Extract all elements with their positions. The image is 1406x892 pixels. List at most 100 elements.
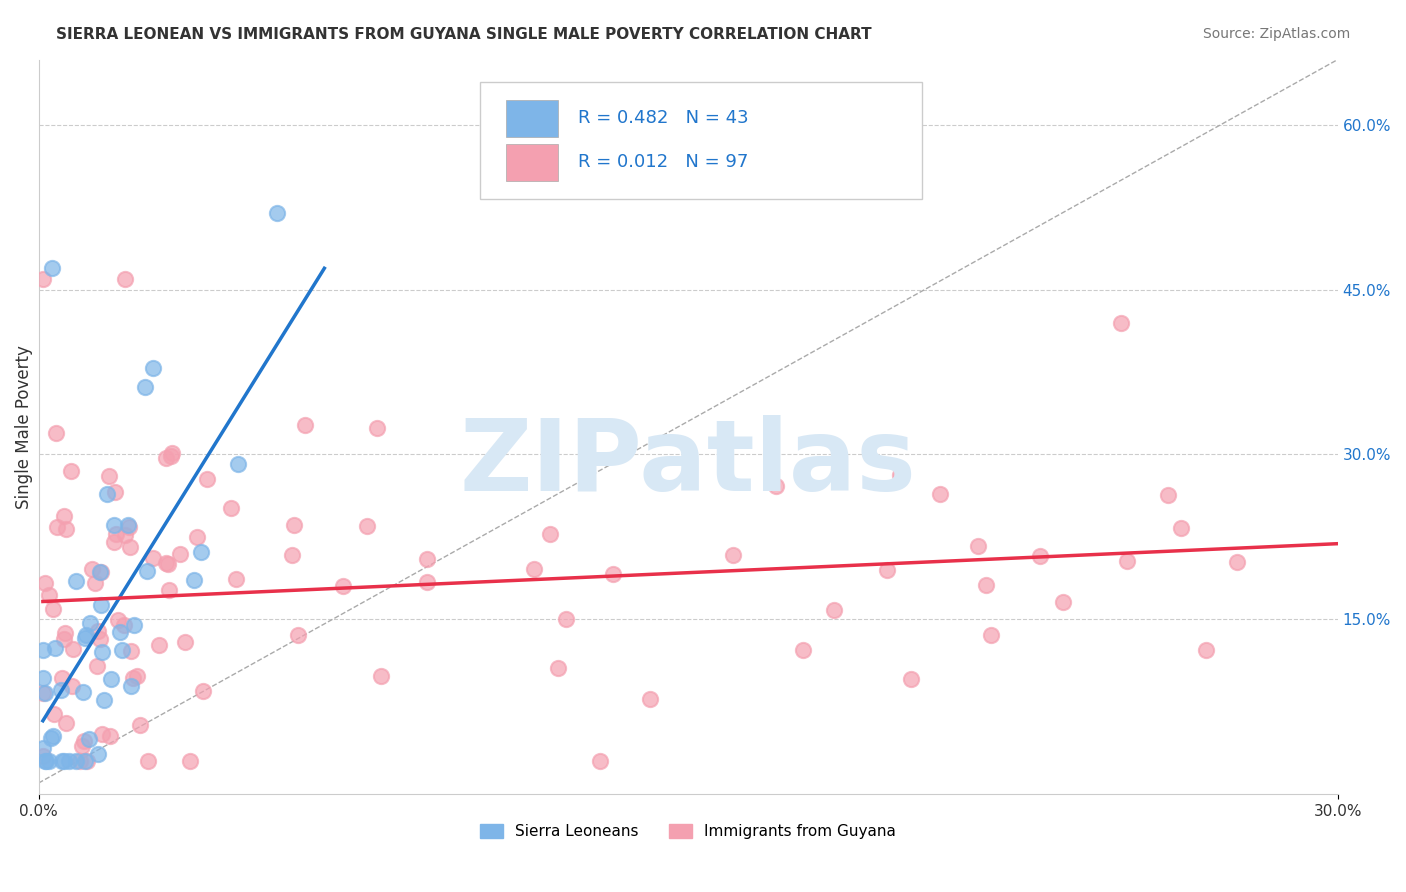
Sierra Leoneans	[79, 616, 101, 631]
Sierra Leoneans	[75, 754, 97, 768]
Immigrants from Guyana	[112, 618, 135, 632]
Immigrants from Guyana	[32, 748, 55, 763]
Sierra Leoneans	[91, 645, 114, 659]
Immigrants from Guyana	[179, 754, 201, 768]
Bar	[506, 144, 558, 181]
Sierra Leoneans	[266, 206, 288, 220]
Sierra Leoneans	[108, 624, 131, 639]
Immigrants from Guyana	[98, 729, 121, 743]
Immigrants from Guyana	[117, 520, 139, 534]
Immigrants from Guyana	[114, 528, 136, 542]
Immigrants from Guyana	[86, 659, 108, 673]
Sierra Leoneans	[72, 685, 94, 699]
Immigrants from Guyana	[53, 509, 76, 524]
Sierra Leoneans	[89, 565, 111, 579]
Immigrants from Guyana	[287, 628, 309, 642]
Immigrants from Guyana	[122, 671, 145, 685]
Immigrants from Guyana	[53, 626, 76, 640]
Immigrants from Guyana	[523, 561, 546, 575]
Immigrants from Guyana	[59, 463, 82, 477]
Immigrants from Guyana	[90, 565, 112, 579]
Immigrants from Guyana	[84, 575, 107, 590]
Immigrants from Guyana	[76, 754, 98, 768]
Immigrants from Guyana	[1052, 594, 1074, 608]
Immigrants from Guyana	[80, 562, 103, 576]
Immigrants from Guyana	[638, 692, 661, 706]
Sierra Leoneans	[32, 643, 55, 657]
Immigrants from Guyana	[980, 628, 1002, 642]
Immigrants from Guyana	[281, 548, 304, 562]
Immigrants from Guyana	[89, 632, 111, 646]
Immigrants from Guyana	[69, 754, 91, 768]
Immigrants from Guyana	[929, 486, 952, 500]
Immigrants from Guyana	[1194, 642, 1216, 657]
Immigrants from Guyana	[370, 669, 392, 683]
Sierra Leoneans	[142, 360, 165, 375]
Immigrants from Guyana	[160, 449, 183, 463]
Immigrants from Guyana	[46, 520, 69, 534]
Immigrants from Guyana	[538, 527, 561, 541]
Immigrants from Guyana	[53, 632, 76, 646]
Sierra Leoneans	[136, 564, 159, 578]
Immigrants from Guyana	[55, 522, 77, 536]
Immigrants from Guyana	[87, 624, 110, 638]
Immigrants from Guyana	[34, 576, 56, 591]
Immigrants from Guyana	[121, 644, 143, 658]
Immigrants from Guyana	[283, 518, 305, 533]
Immigrants from Guyana	[129, 718, 152, 732]
Immigrants from Guyana	[889, 467, 911, 482]
Sierra Leoneans	[44, 640, 66, 655]
Sierra Leoneans	[34, 754, 56, 768]
Sierra Leoneans	[117, 518, 139, 533]
Immigrants from Guyana	[155, 556, 177, 570]
Sierra Leoneans	[75, 628, 97, 642]
Legend: Sierra Leoneans, Immigrants from Guyana: Sierra Leoneans, Immigrants from Guyana	[474, 818, 903, 845]
Immigrants from Guyana	[103, 534, 125, 549]
Immigrants from Guyana	[416, 575, 439, 590]
Immigrants from Guyana	[225, 572, 247, 586]
Immigrants from Guyana	[107, 613, 129, 627]
Immigrants from Guyana	[42, 706, 65, 721]
Immigrants from Guyana	[55, 715, 77, 730]
Immigrants from Guyana	[45, 425, 67, 440]
Immigrants from Guyana	[125, 668, 148, 682]
Immigrants from Guyana	[1170, 521, 1192, 535]
Immigrants from Guyana	[1109, 316, 1132, 330]
Immigrants from Guyana	[1029, 549, 1052, 564]
Sierra Leoneans	[96, 487, 118, 501]
Immigrants from Guyana	[90, 727, 112, 741]
Immigrants from Guyana	[366, 421, 388, 435]
Immigrants from Guyana	[356, 519, 378, 533]
FancyBboxPatch shape	[481, 82, 922, 199]
Sierra Leoneans	[100, 673, 122, 687]
Sierra Leoneans	[183, 573, 205, 587]
Sierra Leoneans	[111, 643, 134, 657]
Immigrants from Guyana	[792, 642, 814, 657]
Immigrants from Guyana	[191, 684, 214, 698]
Immigrants from Guyana	[195, 472, 218, 486]
Immigrants from Guyana	[765, 479, 787, 493]
Sierra Leoneans	[41, 260, 63, 275]
Text: Source: ZipAtlas.com: Source: ZipAtlas.com	[1202, 27, 1350, 41]
Sierra Leoneans	[42, 729, 65, 743]
Immigrants from Guyana	[32, 272, 55, 286]
Sierra Leoneans	[134, 380, 156, 394]
Sierra Leoneans	[65, 574, 87, 588]
Sierra Leoneans	[90, 599, 112, 613]
Y-axis label: Single Male Poverty: Single Male Poverty	[15, 345, 32, 508]
Immigrants from Guyana	[876, 563, 898, 577]
Sierra Leoneans	[226, 457, 249, 471]
Sierra Leoneans	[190, 545, 212, 559]
Sierra Leoneans	[51, 754, 73, 768]
Sierra Leoneans	[79, 732, 101, 747]
Immigrants from Guyana	[1226, 555, 1249, 569]
Immigrants from Guyana	[73, 734, 96, 748]
Sierra Leoneans	[87, 747, 110, 761]
Immigrants from Guyana	[51, 671, 73, 685]
Sierra Leoneans	[32, 741, 55, 756]
Sierra Leoneans	[75, 631, 97, 645]
Immigrants from Guyana	[114, 272, 136, 286]
Sierra Leoneans	[120, 679, 142, 693]
Immigrants from Guyana	[967, 539, 990, 553]
Immigrants from Guyana	[974, 578, 997, 592]
